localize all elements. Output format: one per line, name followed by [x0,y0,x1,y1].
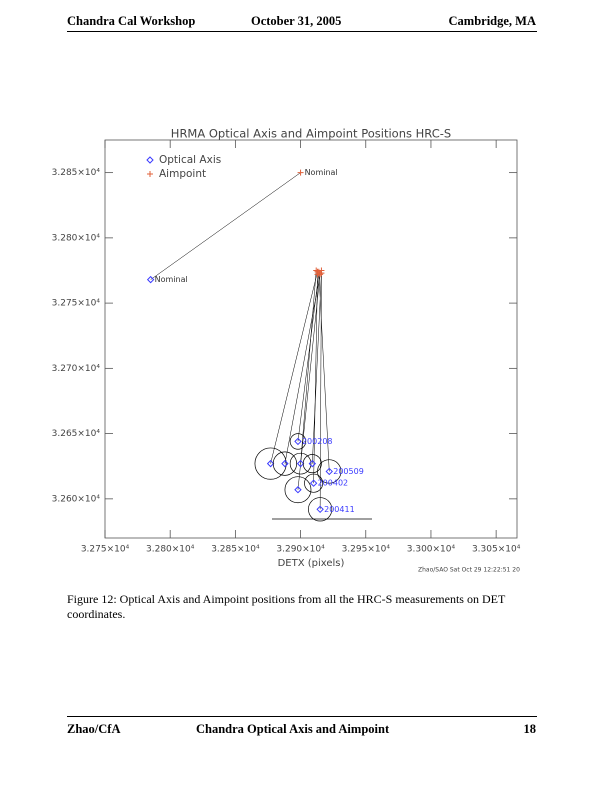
aimpoint-point [318,267,325,274]
connector [300,270,317,464]
aimpoint-point [313,267,320,274]
connector [313,274,318,484]
y-tick-label: 3.260×10⁴ [52,494,101,504]
error-ellipse [289,452,312,475]
connector [284,274,321,464]
optical-axis-point [308,459,317,468]
x-tick-label: 3.280×10⁴ [146,545,195,555]
legend-label: Aimpoint [159,168,206,180]
caption-line: coordinates. [67,607,126,621]
error-ellipse [302,454,322,474]
optical-axis-point [294,437,302,446]
legend-marker [147,171,153,177]
optical-axis-point [294,486,302,494]
error-ellipse [304,473,324,493]
error-ellipse [308,497,333,522]
header-center: October 31, 2005 [251,14,342,28]
optical-axis-point [309,479,318,487]
y-tick-label: 3.270×10⁴ [52,364,101,374]
point-label: Nominal [305,168,338,177]
header-right: Cambridge, MA [448,14,537,28]
error-ellipse [289,433,307,450]
optical-axis-point [266,459,275,468]
point-label: 200208 [302,437,333,446]
footer-rule [67,716,537,717]
timestamp: Zhao/SAO Sat Oct 29 12:22:51 20 [418,567,520,574]
aimpoint-point [317,270,324,277]
header-rule [67,31,537,32]
error-ellipse [317,459,342,484]
point-label: 200411 [324,505,355,514]
x-tick-label: 3.295×10⁴ [342,545,391,555]
connector [312,273,322,464]
plot-frame [104,139,518,539]
point-label: 200402 [318,479,349,488]
footer-right: 18 [523,722,537,736]
y-tick-label: 3.285×10⁴ [52,168,101,178]
connector [150,172,301,280]
y-tick-label: 3.275×10⁴ [52,299,101,309]
error-ellipse [254,447,287,480]
optical-axis-point [325,467,333,476]
x-tick-label: 3.290×10⁴ [276,545,325,555]
x-tick-label: 3.305×10⁴ [472,545,521,555]
x-tick-label: 3.275×10⁴ [81,545,130,555]
x-tick-label: 3.285×10⁴ [211,545,260,555]
legend-marker [146,156,154,164]
connector [319,270,322,510]
x-axis-label: DETX (pixels) [278,558,345,569]
error-ellipse [272,451,298,476]
aimpoint-point [314,271,321,278]
y-tick-label: 3.265×10⁴ [52,429,101,439]
content: Chandra Cal Workshop October 31, 2005 Ca… [52,14,537,736]
connector [297,273,321,490]
chart: HRMA Optical Axis and Aimpoint Positions… [52,127,521,574]
header-left: Chandra Cal Workshop [67,14,196,28]
x-tick-label: 3.300×10⁴ [407,545,456,555]
legend-label: Optical Axis [159,154,221,166]
error-ellipse [284,476,312,504]
footer-left: Zhao/CfA [67,722,121,736]
aimpoint-point [315,268,322,275]
connector [318,271,330,472]
caption-line: Figure 12: Optical Axis and Aimpoint pos… [67,592,506,606]
y-tick-label: 3.280×10⁴ [52,233,101,243]
footer-center: Chandra Optical Axis and Aimpoint [196,722,390,736]
point-label: Nominal [155,275,188,284]
optical-axis-point [316,505,324,513]
point-label: 200509 [333,467,364,476]
connector [270,271,318,464]
aimpoint-point [297,169,304,176]
optical-axis-point [281,459,289,468]
optical-axis-point [146,275,155,284]
chart-title: HRMA Optical Axis and Aimpoint Positions… [171,127,451,141]
optical-axis-point [296,459,305,468]
